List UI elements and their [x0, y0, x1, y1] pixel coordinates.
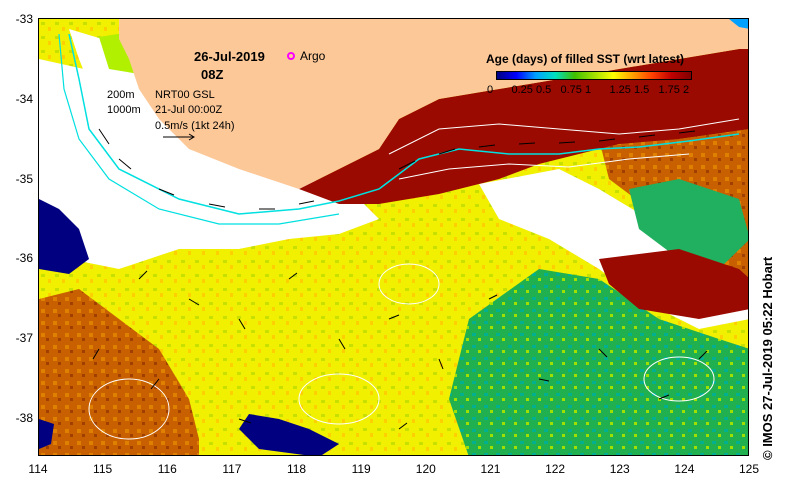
eddy-contour-center [378, 263, 440, 305]
x-tick-label: 125 [738, 462, 760, 476]
x-tick-label: 124 [674, 462, 695, 476]
y-tick-label: -33 [15, 12, 33, 26]
x-tick-label: 122 [545, 462, 566, 476]
eddy-contour-sw [88, 378, 170, 440]
x-tick-label: 114 [28, 462, 48, 476]
vector-scale-label: 0.5m/s (1kt 24h) [155, 120, 235, 132]
colorbar-tick-label: 0.25 [511, 84, 533, 96]
time-label: 08Z [201, 67, 224, 82]
colorbar-tick-label: 0.5 [536, 84, 552, 96]
teal-region-e [629, 179, 748, 269]
land-western-australia [119, 19, 748, 189]
argo-marker-icon [287, 52, 295, 60]
y-tick-label: -37 [15, 331, 33, 345]
argo-legend-label: Argo [300, 49, 326, 63]
current-time-label: 21-Jul 00:00Z [155, 104, 223, 116]
navy-patch-s [39, 419, 54, 449]
vector-scale-arrow-icon [163, 133, 195, 141]
colorbar-tick-label: 0.75 [560, 84, 582, 96]
x-tick-label: 120 [415, 462, 436, 476]
credit-label: © IMOS 27-Jul-2019 05:22 Hobart [760, 256, 775, 460]
current-product-label: NRT00 GSL [155, 89, 215, 101]
y-tick-label: -34 [15, 92, 33, 106]
colorbar-tick-label: 1.5 [634, 84, 650, 96]
isobath-white [388, 118, 740, 155]
green-region-se [449, 269, 748, 455]
x-tick-label: 119 [351, 462, 371, 476]
eddy-contour-s [298, 373, 380, 425]
colorbar-tick-label: 0 [487, 84, 494, 96]
y-tick-label: -35 [15, 172, 33, 186]
ocean-ne-corner [729, 19, 748, 29]
colorbar [496, 71, 692, 80]
date-label: 26-Jul-2019 [194, 49, 265, 64]
old-sst-band-east [599, 249, 748, 319]
x-tick-label: 123 [609, 462, 630, 476]
orange-region-sw [39, 289, 199, 455]
depth-1000-label: 1000m [107, 104, 141, 116]
argo-legend: Argo [287, 49, 325, 63]
x-tick-label: 121 [480, 462, 501, 476]
navy-patch-sw [239, 414, 339, 455]
depth-200-label: 200m [107, 89, 135, 101]
navy-patch-w [39, 199, 89, 274]
colorbar-title: Age (days) of filled SST (wrt latest) [486, 52, 685, 66]
colorbar-tick-label: 2 [683, 84, 690, 96]
current-path-cyan [68, 33, 740, 215]
x-tick-label: 116 [157, 462, 177, 476]
x-tick-label: 118 [286, 462, 307, 476]
x-tick-label: 117 [222, 462, 242, 476]
y-tick-label: -36 [15, 251, 33, 265]
isobath-white-2 [398, 153, 690, 180]
y-tick-label: -38 [15, 411, 33, 425]
map-frame: 26-Jul-2019 08Z Argo 200m 1000m NRT00 GS… [38, 18, 749, 456]
current-path-cyan-2 [58, 33, 340, 225]
x-tick-label: 115 [93, 462, 113, 476]
colorbar-tick-label: 1.25 [609, 84, 631, 96]
eddy-contour-se [643, 356, 715, 402]
sst-map [39, 19, 748, 455]
colorbar-tick-label: 1.75 [658, 84, 680, 96]
colorbar-tick-label: 1 [585, 84, 592, 96]
current-vectors [92, 128, 708, 430]
